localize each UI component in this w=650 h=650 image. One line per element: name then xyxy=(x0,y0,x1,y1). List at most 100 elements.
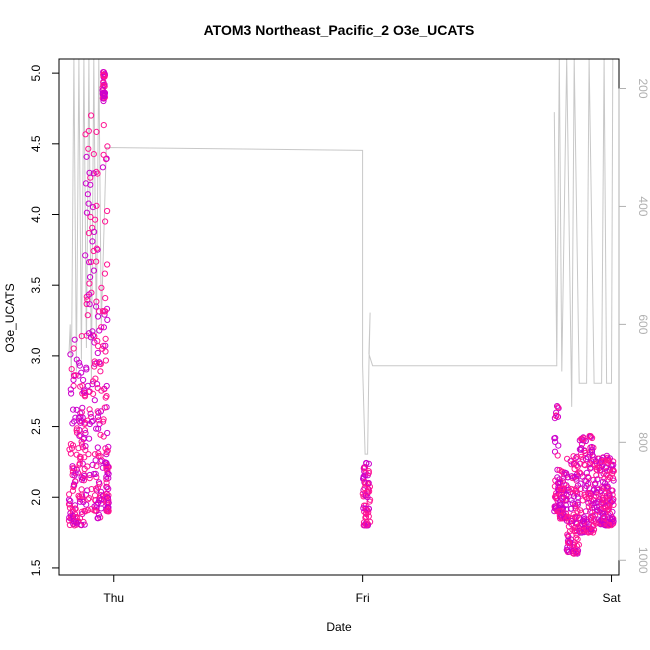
data-point xyxy=(66,446,73,453)
data-point xyxy=(554,466,561,473)
data-point xyxy=(104,261,111,268)
data-point xyxy=(606,457,613,465)
data-point xyxy=(580,527,587,534)
data-point xyxy=(568,473,575,480)
data-point xyxy=(594,466,601,473)
data-point xyxy=(93,258,100,265)
data-point xyxy=(100,151,107,158)
data-point xyxy=(103,451,110,458)
data-point xyxy=(90,267,98,274)
data-point xyxy=(553,412,560,419)
data-point xyxy=(71,465,78,472)
data-point xyxy=(82,508,89,515)
y-axis-label: O3e_UCATS xyxy=(3,283,17,352)
data-point xyxy=(94,170,101,177)
data-point xyxy=(589,446,596,453)
data-point xyxy=(84,496,92,503)
data-point xyxy=(86,259,93,266)
data-point xyxy=(363,489,370,496)
data-point xyxy=(577,507,584,514)
y2-tick-label: 400 xyxy=(636,196,650,216)
data-point xyxy=(610,501,617,508)
data-point xyxy=(78,522,85,529)
data-point xyxy=(86,475,93,482)
data-point xyxy=(98,457,105,464)
data-point xyxy=(100,71,107,79)
data-point xyxy=(100,416,107,423)
data-point xyxy=(558,485,565,492)
data-point xyxy=(79,404,86,411)
data-point xyxy=(104,447,111,454)
data-point xyxy=(93,202,100,209)
data-point xyxy=(593,472,600,479)
data-point xyxy=(89,238,96,245)
data-point xyxy=(577,470,584,477)
data-point xyxy=(596,493,603,500)
data-point xyxy=(570,511,577,518)
data-point xyxy=(94,349,101,357)
data-point xyxy=(564,531,571,538)
data-point xyxy=(95,511,103,518)
data-point xyxy=(105,492,112,499)
y-tick-label: 3.0 xyxy=(29,347,43,364)
data-point xyxy=(93,359,100,366)
data-point xyxy=(84,463,91,470)
data-point xyxy=(83,501,90,508)
data-point xyxy=(576,469,583,476)
data-point xyxy=(87,213,94,221)
data-point xyxy=(68,366,75,373)
data-point xyxy=(67,512,75,520)
data-point xyxy=(597,472,605,479)
data-point xyxy=(81,392,88,399)
data-point xyxy=(361,468,368,475)
y-tick-label: 5.0 xyxy=(29,64,43,81)
data-point xyxy=(104,207,111,215)
data-point xyxy=(577,491,584,498)
data-point xyxy=(90,170,97,177)
data-point xyxy=(606,502,613,510)
data-point xyxy=(101,308,108,315)
data-point xyxy=(102,348,109,355)
data-point xyxy=(600,514,608,521)
data-point xyxy=(93,303,100,310)
data-point xyxy=(604,459,611,466)
data-point xyxy=(83,366,90,373)
pressure-line xyxy=(68,59,614,455)
data-point xyxy=(103,448,110,456)
data-point xyxy=(103,465,110,472)
data-point xyxy=(66,501,73,508)
data-point xyxy=(96,359,103,366)
plot-frame xyxy=(58,58,620,576)
data-point xyxy=(100,82,107,89)
chart-title: ATOM3 Northeast_Pacific_2 O3e_UCATS xyxy=(204,22,475,38)
data-point xyxy=(85,145,92,152)
data-point xyxy=(98,284,105,291)
data-point xyxy=(76,362,83,369)
data-point xyxy=(92,375,99,382)
data-point xyxy=(80,477,88,484)
data-point xyxy=(94,444,101,451)
x-tick-label: Thu xyxy=(103,591,124,605)
data-point xyxy=(571,548,578,555)
data-point xyxy=(102,295,109,302)
data-point xyxy=(587,517,595,524)
data-point xyxy=(94,408,101,415)
data-point xyxy=(104,143,111,150)
data-point xyxy=(90,390,97,397)
data-point xyxy=(585,503,592,510)
data-point xyxy=(573,534,580,541)
data-point xyxy=(92,216,99,223)
y-axis-left: 1.5 2.0 2.5 3.0 3.5 4.0 4.5 5.0 xyxy=(29,64,60,576)
data-point xyxy=(76,432,83,439)
data-point xyxy=(555,442,562,449)
data-point xyxy=(86,169,93,176)
data-point xyxy=(90,151,97,158)
data-point xyxy=(101,404,108,411)
data-point xyxy=(83,209,91,216)
data-point xyxy=(70,406,77,413)
data-point xyxy=(102,342,109,349)
data-point xyxy=(89,204,97,211)
data-point xyxy=(88,112,95,119)
data-point xyxy=(104,494,112,501)
data-point xyxy=(86,406,93,413)
